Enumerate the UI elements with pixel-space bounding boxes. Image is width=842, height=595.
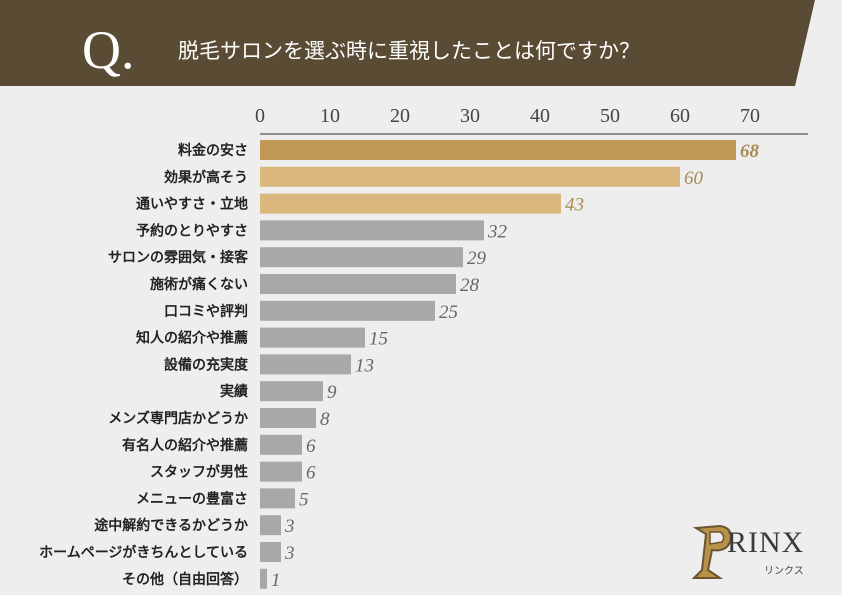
bar bbox=[260, 166, 680, 187]
bar bbox=[260, 408, 316, 428]
bar bbox=[260, 434, 302, 455]
value-label: 32 bbox=[487, 221, 508, 242]
value-label: 5 bbox=[299, 489, 309, 510]
bar bbox=[260, 461, 302, 482]
bar bbox=[260, 247, 463, 268]
bar bbox=[260, 220, 484, 241]
value-label: 25 bbox=[439, 302, 458, 323]
category-label: 口コミや評判 bbox=[164, 303, 248, 320]
category-label: メンズ専門店かどうか bbox=[108, 410, 248, 427]
x-tick-label: 50 bbox=[600, 105, 620, 127]
category-label: 予約のとりやすさ bbox=[136, 222, 248, 239]
value-label: 6 bbox=[306, 463, 316, 484]
value-label: 43 bbox=[565, 195, 584, 216]
question-text: 脱毛サロンを選ぶ時に重視したことは何ですか？ bbox=[178, 39, 640, 63]
category-label: 実績 bbox=[220, 383, 248, 400]
category-label: 施術が痛くない bbox=[150, 276, 248, 293]
logo-emblem-icon bbox=[691, 524, 732, 579]
x-tick-label: 70 bbox=[740, 105, 760, 127]
brand-name: RINX bbox=[727, 526, 805, 559]
value-label: 13 bbox=[355, 355, 374, 376]
category-label: 料金の安さ bbox=[178, 142, 248, 159]
bar bbox=[260, 568, 267, 589]
question-mark: Q. bbox=[82, 20, 135, 80]
category-label: 通いやすさ・立地 bbox=[136, 196, 248, 213]
value-label: 29 bbox=[467, 248, 487, 269]
x-tick-label: 20 bbox=[390, 105, 410, 127]
category-label: 効果が高そう bbox=[164, 169, 248, 186]
value-label: 6 bbox=[306, 436, 316, 457]
value-label: 1 bbox=[271, 570, 281, 591]
header-banner bbox=[0, 0, 815, 86]
value-label: 28 bbox=[460, 275, 480, 296]
category-label: ホームページがきちんとしている bbox=[39, 544, 248, 561]
brand-logo: RINX リンクス bbox=[690, 520, 830, 590]
x-tick-label: 30 bbox=[460, 105, 480, 127]
value-label: 9 bbox=[327, 382, 337, 403]
value-label: 3 bbox=[284, 516, 295, 537]
x-tick-label: 40 bbox=[530, 105, 550, 127]
category-label: 有名人の紹介や推薦 bbox=[122, 437, 248, 454]
question-header: Q. 脱毛サロンを選ぶ時に重視したことは何ですか？ bbox=[0, 0, 815, 86]
value-label: 60 bbox=[684, 168, 704, 189]
category-label: サロンの雰囲気・接客 bbox=[108, 249, 249, 266]
value-label: 8 bbox=[320, 409, 330, 430]
category-label: 設備の充実度 bbox=[164, 356, 249, 373]
category-label: メニューの豊富さ bbox=[136, 490, 248, 507]
bar bbox=[260, 300, 435, 321]
category-label: 知人の紹介や推薦 bbox=[136, 330, 248, 347]
bar bbox=[260, 274, 456, 294]
bar bbox=[260, 140, 736, 160]
bar bbox=[260, 542, 281, 562]
bar bbox=[260, 327, 365, 348]
bar bbox=[260, 193, 561, 214]
category-label: スタッフが男性 bbox=[150, 464, 248, 481]
x-tick-label: 10 bbox=[320, 105, 340, 127]
x-tick-label: 60 bbox=[670, 105, 690, 127]
brand-sub: リンクス bbox=[764, 566, 804, 577]
category-label: その他（自由回答） bbox=[122, 571, 248, 588]
category-label: 途中解約できるかどうか bbox=[94, 517, 248, 534]
value-label: 3 bbox=[284, 543, 295, 564]
bar bbox=[260, 354, 351, 375]
value-label: 68 bbox=[740, 141, 760, 162]
value-label: 15 bbox=[369, 329, 388, 350]
x-tick-label: 0 bbox=[255, 105, 265, 127]
bar bbox=[260, 515, 281, 536]
bar bbox=[260, 381, 323, 402]
bar bbox=[260, 488, 295, 509]
